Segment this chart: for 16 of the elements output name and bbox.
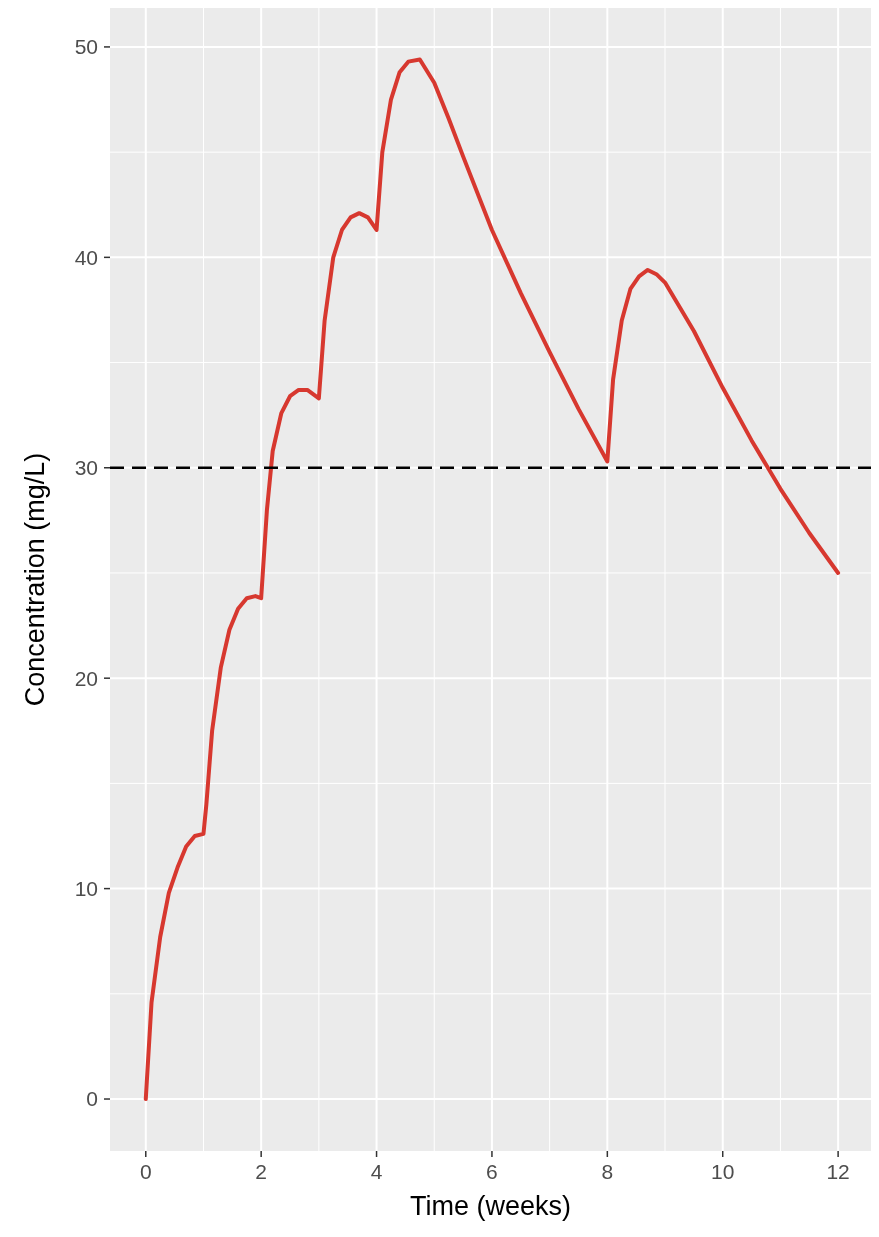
line-series [143,57,841,1102]
y-tick-label: 0 [86,1087,98,1111]
x-axis-title: Time (weeks) [409,1191,572,1221]
x-tick-label: 0 [139,1160,152,1183]
x-tick-label: 8 [601,1160,614,1183]
x-tick-label: 6 [486,1160,498,1183]
y-tick-label: 40 [74,245,98,269]
y-tick-label: 30 [74,456,98,480]
x-tick-label: 2 [255,1160,268,1183]
y-tick-label: 50 [74,35,98,59]
y-axis-title: Concentration (mg/L) [20,452,50,707]
x-tick-label: 12 [826,1160,850,1183]
y-tick-label: 10 [74,876,98,900]
x-tick-label: 10 [711,1160,735,1183]
y-tick-label: 20 [74,666,98,690]
x-tick-label: 4 [370,1160,383,1183]
